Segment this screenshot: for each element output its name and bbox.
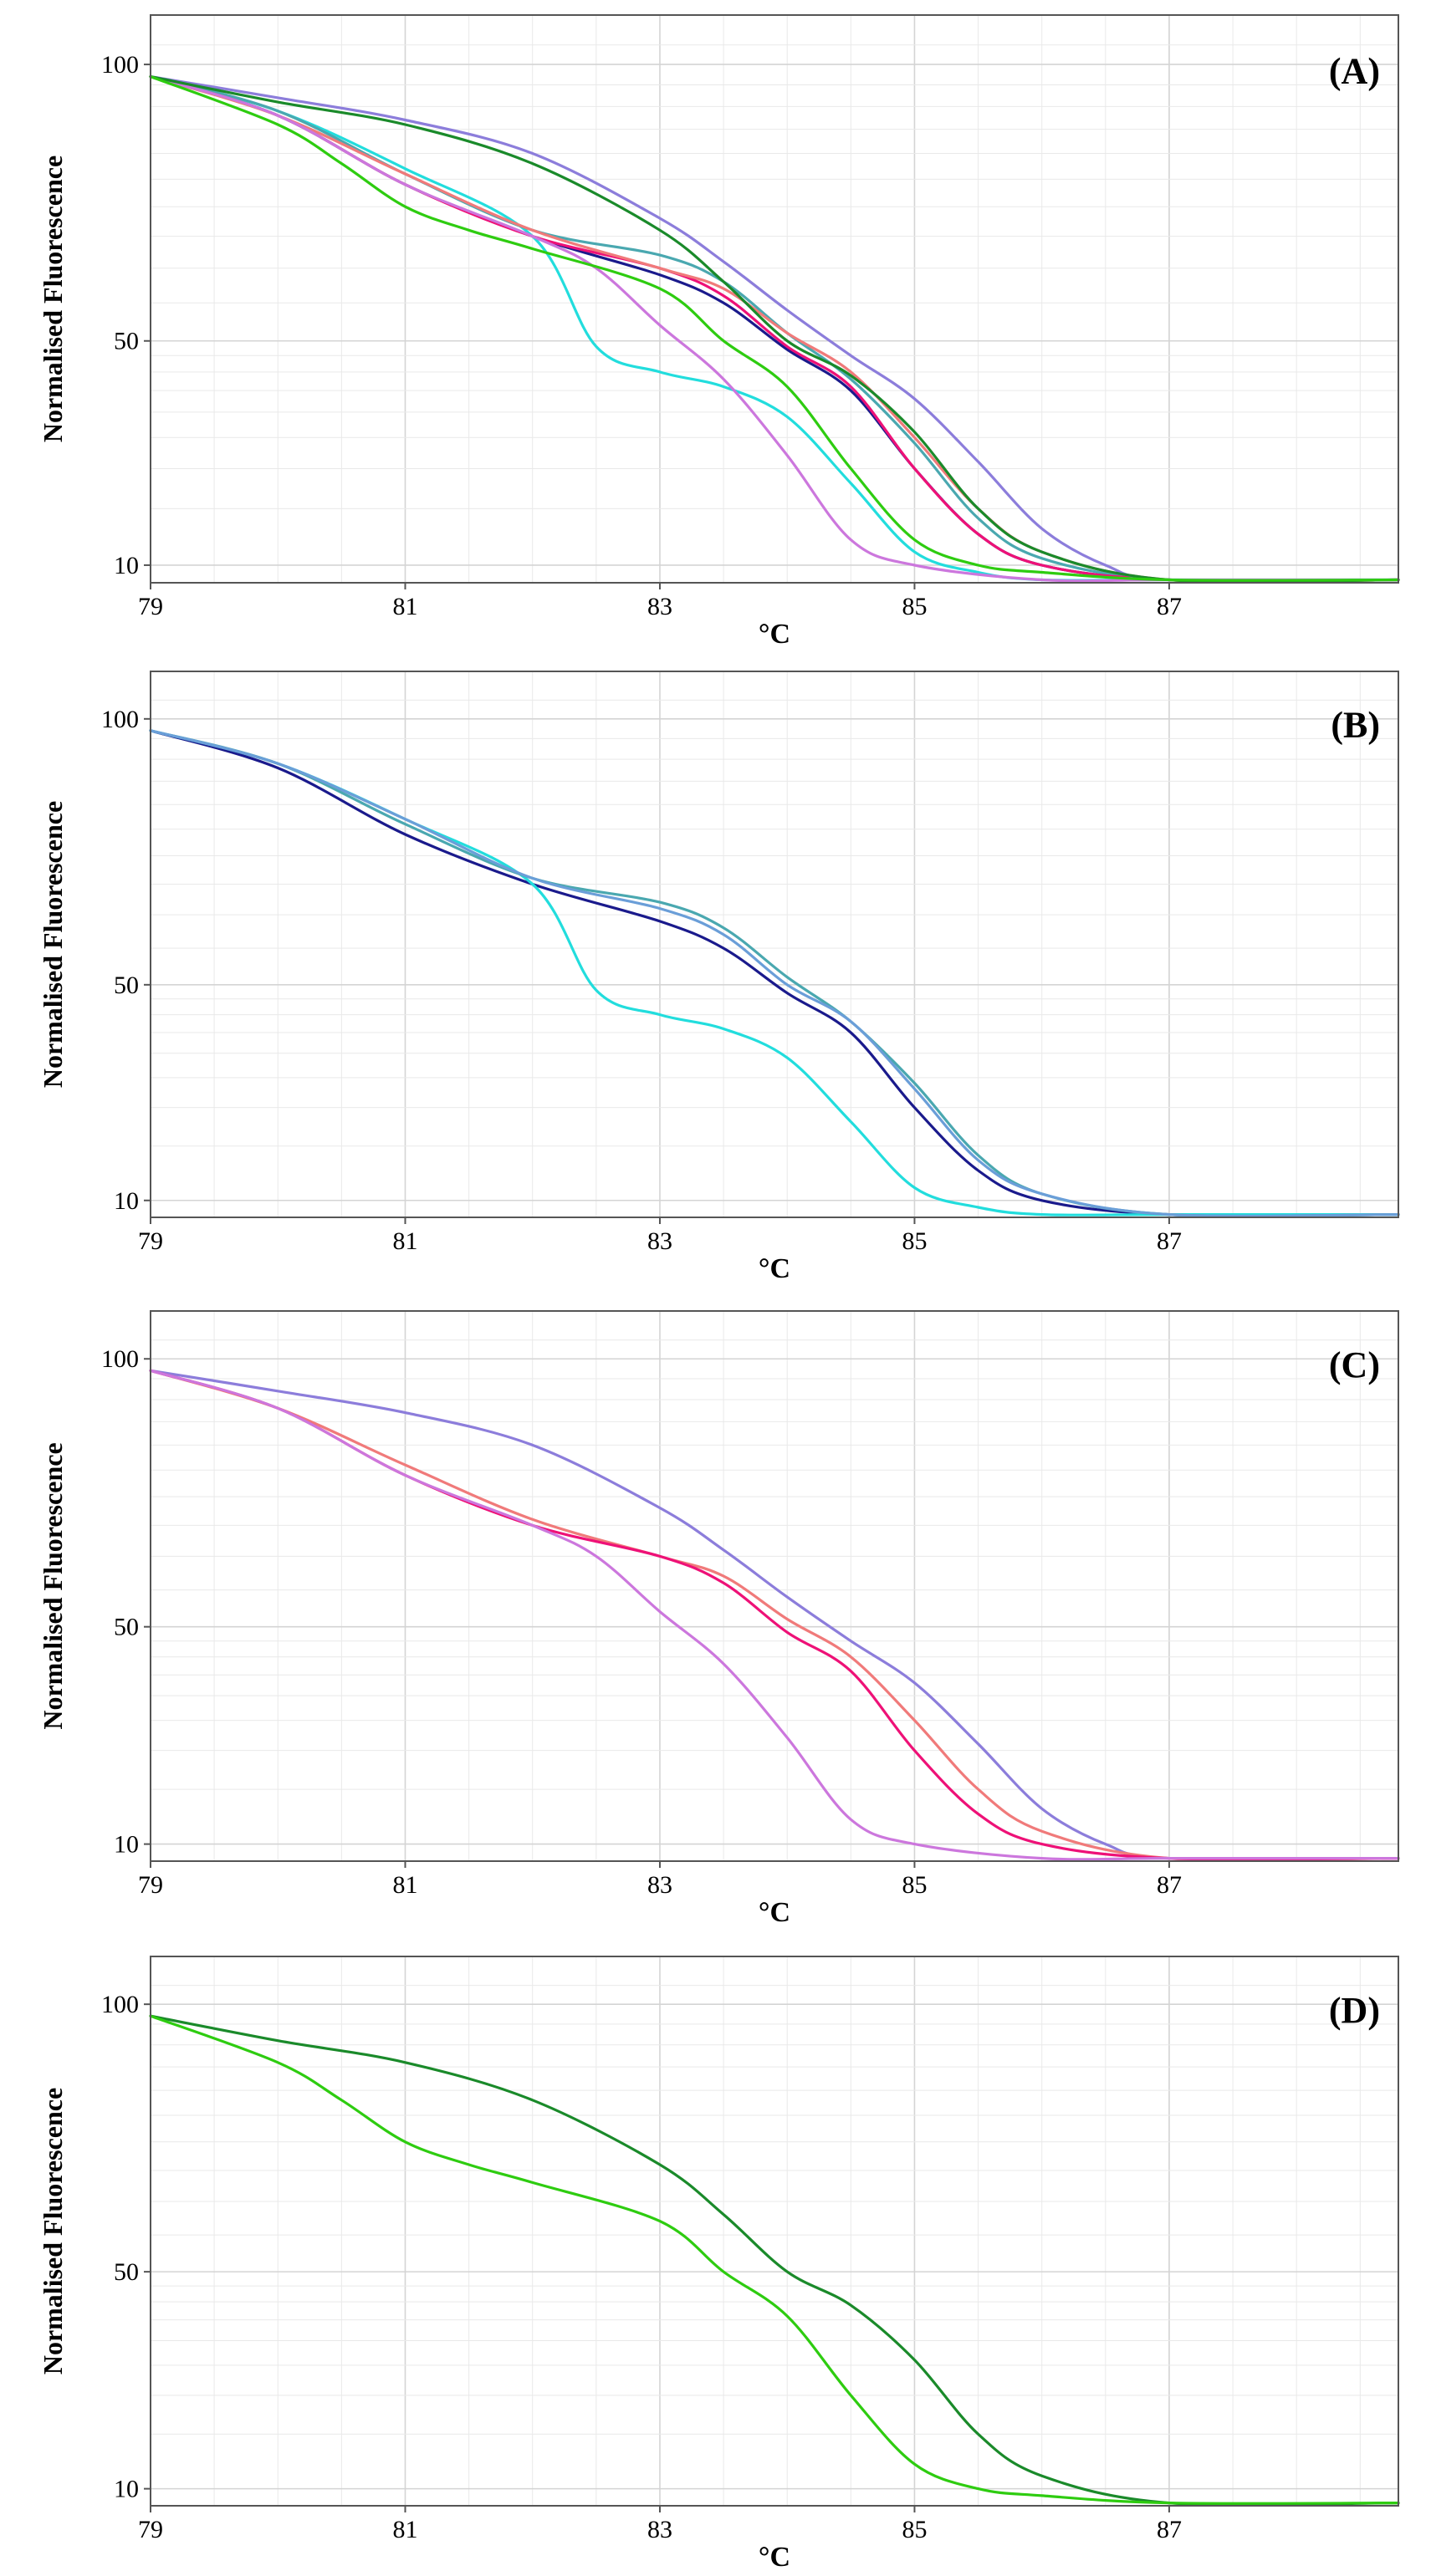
y-tick-label: 100 bbox=[101, 1991, 139, 2018]
series-line-d-dark-green bbox=[149, 2014, 1400, 2507]
panel-c: 79 81 83 85 87 100 50 10 °C Normalised Fluorescen… bbox=[38, 1310, 1400, 1928]
grid-c bbox=[151, 1311, 1398, 1861]
series-group-d bbox=[149, 2014, 1400, 2507]
x-tick-label: 83 bbox=[647, 593, 672, 620]
series-line-c-pink bbox=[149, 1369, 1400, 1861]
y-tick-label: 100 bbox=[101, 706, 139, 733]
x-tick-label: 79 bbox=[138, 2516, 163, 2543]
x-tick-label: 81 bbox=[392, 2516, 417, 2543]
series-group-a bbox=[149, 75, 1400, 584]
y-tick-label: 50 bbox=[114, 2258, 139, 2286]
x-tick-label: 79 bbox=[138, 1227, 163, 1255]
panel-d: 79 81 83 85 87 100 50 10 °C Normalised Fluorescen… bbox=[38, 1956, 1400, 2573]
panel-label-c: (C) bbox=[1329, 1344, 1380, 1385]
plot-frame-c bbox=[150, 1310, 1399, 1862]
panel-label-a: (A) bbox=[1329, 50, 1380, 91]
x-tick-label: 83 bbox=[647, 2516, 672, 2543]
y-tick-label: 10 bbox=[114, 1831, 139, 1859]
x-tick-label: 81 bbox=[392, 1227, 417, 1255]
x-tick-label: 83 bbox=[647, 1871, 672, 1899]
series-group-c bbox=[149, 1369, 1400, 1862]
x-tick-label: 81 bbox=[392, 1871, 417, 1899]
x-tick-label: 85 bbox=[902, 1227, 927, 1255]
y-tick-label: 10 bbox=[114, 1187, 139, 1215]
x-axis-label-a: °C bbox=[759, 619, 790, 650]
grid-d bbox=[151, 1956, 1398, 2506]
y-axis-label-b: Normalised Fluorescence bbox=[38, 801, 68, 1088]
y-axis-label-c: Normalised Fluorescence bbox=[38, 1442, 68, 1729]
y-axis-label-a: Normalised Fluorescence bbox=[38, 156, 68, 442]
grid-a bbox=[151, 15, 1398, 583]
x-tick-label: 81 bbox=[392, 593, 417, 620]
x-tick-label: 83 bbox=[647, 1227, 672, 1255]
series-line-a-dark-green bbox=[149, 75, 1400, 584]
series-line-b-cyan bbox=[149, 729, 1400, 1217]
series-line-c-salmon bbox=[149, 1369, 1400, 1862]
series-line-b-steel-blue bbox=[149, 729, 1400, 1218]
x-tick-label: 87 bbox=[1157, 1227, 1182, 1255]
x-axis-label-d: °C bbox=[759, 2542, 790, 2573]
panel-label-b: (B) bbox=[1331, 704, 1380, 745]
x-axis-label-b: °C bbox=[759, 1253, 790, 1284]
series-line-d-light-green bbox=[149, 2014, 1400, 2505]
series-line-b-navy bbox=[149, 729, 1400, 1217]
series-line-a-orchid bbox=[149, 75, 1400, 583]
x-tick-label: 87 bbox=[1157, 1871, 1182, 1899]
x-tick-label: 79 bbox=[138, 593, 163, 620]
y-tick-label: 10 bbox=[114, 552, 139, 579]
x-axis-label-c: °C bbox=[759, 1897, 790, 1928]
y-tick-label: 50 bbox=[114, 1614, 139, 1641]
series-line-a-cyan bbox=[149, 75, 1400, 582]
plot-frame-a bbox=[150, 14, 1399, 584]
x-tick-label: 85 bbox=[902, 593, 927, 620]
x-tick-label: 79 bbox=[138, 1871, 163, 1899]
y-axis-label-d: Normalised Fluorescence bbox=[38, 2088, 68, 2375]
plot-frame-d bbox=[150, 1956, 1399, 2507]
series-line-c-orchid bbox=[149, 1369, 1400, 1861]
series-line-b-teal bbox=[149, 729, 1400, 1218]
panel-a: 79 81 83 85 87 100 50 10 °C Normalised Fluorescen… bbox=[38, 14, 1400, 650]
x-tick-label: 85 bbox=[902, 1871, 927, 1899]
series-line-c-lavender bbox=[149, 1369, 1400, 1861]
y-tick-label: 100 bbox=[101, 51, 139, 79]
y-tick-label: 10 bbox=[114, 2476, 139, 2503]
series-line-a-light-green bbox=[149, 75, 1400, 582]
series-group-b bbox=[149, 729, 1400, 1218]
y-tick-label: 50 bbox=[114, 972, 139, 999]
x-tick-label: 87 bbox=[1157, 593, 1182, 620]
y-tick-label: 50 bbox=[114, 328, 139, 355]
series-line-a-lavender bbox=[149, 75, 1400, 583]
y-tick-label: 100 bbox=[101, 1345, 139, 1373]
x-tick-label: 85 bbox=[902, 2516, 927, 2543]
x-tick-label: 87 bbox=[1157, 2516, 1182, 2543]
panel-b: 79 81 83 85 87 100 50 10 °C Normalised Fluorescen… bbox=[38, 671, 1400, 1284]
panel-label-d: (D) bbox=[1329, 1990, 1380, 2031]
grid-b bbox=[151, 671, 1398, 1217]
plot-frame-b bbox=[150, 671, 1399, 1218]
